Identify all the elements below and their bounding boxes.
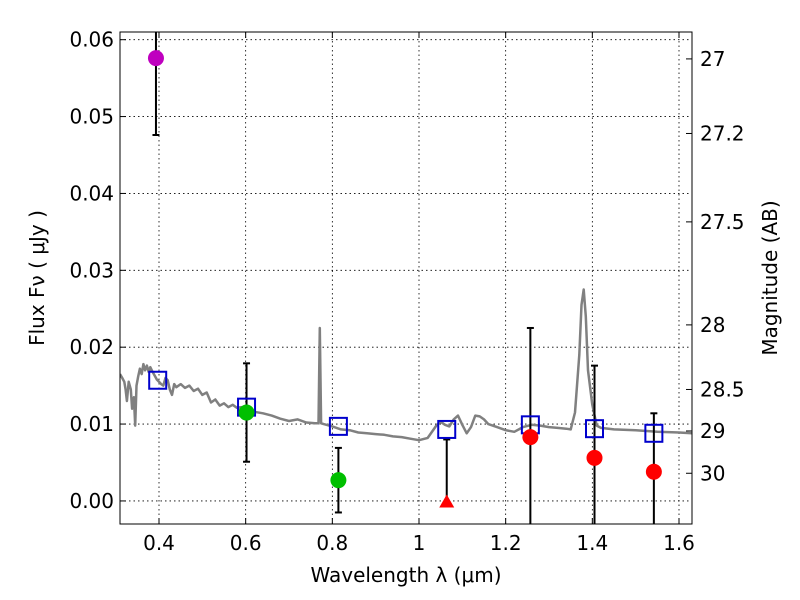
mag-tick-label: 30 — [700, 461, 725, 485]
mag-tick-label: 29 — [700, 419, 725, 443]
x-tick-label: 1.4 — [576, 531, 608, 555]
detection-point — [645, 463, 662, 480]
model-photometry-square — [328, 416, 348, 436]
x-tick-label: 1.6 — [663, 531, 695, 555]
y-tick-label: 0.05 — [69, 105, 114, 129]
upper-limit-triangle — [439, 494, 455, 508]
x-tick-label: 0.6 — [230, 531, 262, 555]
x-tick-label: 1.2 — [490, 531, 522, 555]
grid-lines — [120, 32, 692, 524]
x-tick-label: 0.8 — [316, 531, 348, 555]
mag-tick-label: 27 — [700, 47, 725, 71]
x-tick-label: 1 — [413, 531, 426, 555]
detection-point — [586, 449, 603, 466]
detection-point — [238, 404, 255, 421]
error-bars — [152, 32, 658, 524]
plot-frame — [119, 31, 693, 525]
mag-tick-label: 28.5 — [700, 377, 745, 401]
data-markers — [147, 50, 664, 508]
sed-model-line — [120, 288, 692, 442]
y-tick-label: 0.01 — [69, 412, 114, 436]
y-tick-label: 0.02 — [69, 335, 114, 359]
detection-point — [522, 429, 539, 446]
detection-point — [330, 472, 347, 489]
x-axis-label: Wavelength λ (μm) — [310, 563, 501, 587]
detection-point — [147, 50, 164, 67]
mag-tick-label: 27.2 — [700, 121, 745, 145]
y2-axis-label: Magnitude (AB) — [758, 200, 782, 355]
x-tick-label: 0.4 — [143, 531, 175, 555]
axis-ticks: 0.4 0.6 0.8 1 1.2 1.4 1.6 0.00 0.01 0.02 0.03 0.04 0… — [69, 28, 744, 555]
mag-tick-label: 28 — [700, 313, 725, 337]
model-photometry-square — [644, 423, 664, 443]
y-tick-label: 0.06 — [69, 28, 114, 52]
model-photometry-square — [585, 419, 604, 439]
model-photometry-square — [148, 370, 168, 390]
y-tick-label: 0.00 — [69, 489, 114, 513]
y-tick-label: 0.03 — [69, 258, 114, 282]
mag-tick-label: 27.5 — [700, 210, 745, 234]
y-axis-label: Flux Fν ( μJy ) — [25, 210, 49, 346]
sed-model-layer — [120, 288, 692, 442]
y-tick-label: 0.04 — [69, 181, 114, 205]
model-photometry-square — [437, 419, 457, 439]
